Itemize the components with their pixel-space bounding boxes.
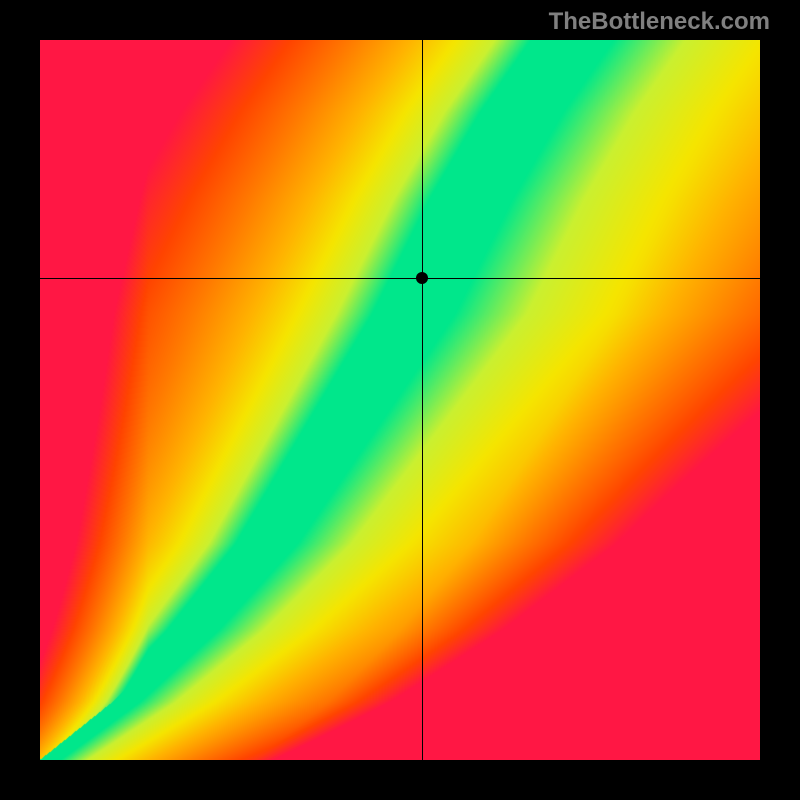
crosshair-vertical: [422, 40, 423, 760]
heatmap-canvas: [40, 40, 760, 760]
crosshair-marker: [416, 272, 428, 284]
heatmap-plot: [40, 40, 760, 760]
crosshair-horizontal: [40, 278, 760, 279]
watermark-text: TheBottleneck.com: [549, 8, 770, 36]
